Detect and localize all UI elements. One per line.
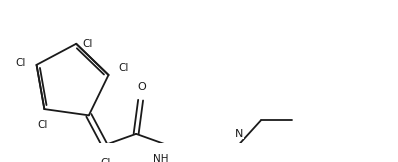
Text: Cl: Cl: [118, 63, 128, 73]
Text: O: O: [137, 82, 146, 92]
Text: Cl: Cl: [83, 39, 93, 49]
Text: Cl: Cl: [101, 158, 111, 162]
Text: Cl: Cl: [16, 58, 26, 68]
Text: Cl: Cl: [37, 120, 47, 130]
Text: NH: NH: [153, 154, 169, 162]
Text: N: N: [235, 129, 244, 139]
